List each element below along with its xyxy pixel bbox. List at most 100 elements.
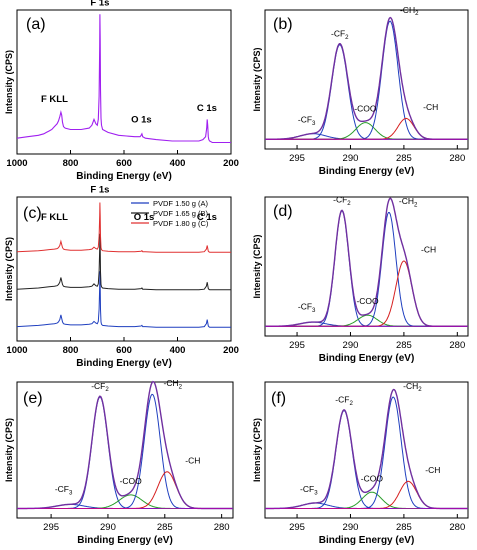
x-tick-label: 285: [396, 153, 412, 164]
x-tick-label: 1000: [6, 345, 27, 356]
peak-label: -COO: [120, 476, 143, 486]
peak-label: -CH2: [400, 5, 419, 17]
x-tick-label: 290: [343, 340, 359, 351]
panel-label: (e): [23, 390, 43, 407]
x-axis-label: Binding Energy (eV): [77, 535, 173, 546]
x-tick-label: 200: [223, 345, 239, 356]
peak-label: -CF2: [331, 28, 349, 40]
panel-label: (d): [273, 203, 293, 220]
x-tick-label: 290: [343, 522, 359, 533]
peak-label: F KLL: [41, 212, 68, 223]
x-tick-label: 295: [289, 153, 305, 164]
peak-label: -CF2: [333, 195, 351, 207]
plot-frame: [264, 9, 469, 150]
legend: PVDF 1.50 g (A)PVDF 1.65 g (B)PVDF 1.80 …: [131, 199, 209, 228]
x-tick-label: 295: [43, 522, 59, 533]
x-tick-label: 800: [63, 345, 79, 356]
peak-label: -COO: [356, 296, 379, 306]
panel-label: (c): [23, 205, 42, 222]
y-axis-label: Intensity (CPS): [252, 47, 262, 111]
legend-label: PVDF 1.65 g (B): [153, 209, 209, 218]
component-peak: [265, 212, 468, 327]
x-tick-label: 400: [170, 345, 186, 356]
x-tick-label: 200: [223, 158, 239, 169]
x-tick-label: 400: [170, 158, 186, 169]
peak-label: O 1s: [131, 114, 152, 125]
x-tick-label: 280: [449, 522, 465, 533]
peak-label: -CH: [185, 456, 200, 466]
x-tick-label: 280: [449, 153, 465, 164]
x-tick-label: 600: [116, 345, 132, 356]
x-tick-label: 295: [289, 522, 305, 533]
x-tick-label: 285: [157, 522, 173, 533]
component-peak: [265, 260, 468, 327]
x-tick-label: 285: [396, 340, 412, 351]
component-peak: [17, 393, 233, 509]
peak-label: -CH: [425, 465, 440, 475]
peak-label: -COO: [354, 103, 377, 113]
x-tick-label: 295: [289, 340, 305, 351]
chart-panel-2: 295 290 285 280 Binding Energy (eV) Intensity…: [252, 5, 469, 177]
panel-label: (b): [273, 16, 293, 33]
envelope-line: [17, 380, 233, 510]
plot-frame: [264, 381, 469, 519]
y-axis-label: Intensity (CPS): [4, 50, 14, 114]
y-axis-label: Intensity (CPS): [4, 418, 14, 482]
x-axis-label: Binding Energy (eV): [319, 535, 415, 546]
chart-panel-4: 295 290 285 280 Binding Energy (eV) Intensity…: [252, 195, 469, 364]
x-tick-label: 290: [343, 153, 359, 164]
peak-label: C 1s: [197, 103, 217, 114]
x-tick-label: 290: [100, 522, 116, 533]
peak-label: -CH2: [403, 381, 422, 393]
x-axis-label: Binding Energy (eV): [319, 353, 415, 364]
peak-label: -CF3: [55, 484, 73, 496]
x-tick-label: 285: [396, 522, 412, 533]
component-peak: [265, 117, 468, 140]
series-line: [16, 233, 231, 291]
envelope-line: [265, 197, 468, 327]
y-axis-label: Intensity (CPS): [4, 237, 14, 301]
component-peak: [17, 494, 233, 509]
peak-label: O 1s: [134, 212, 155, 223]
envelope-line: [265, 388, 468, 510]
peak-label: F 1s: [90, 185, 109, 196]
component-peak: [265, 20, 468, 140]
legend-label: PVDF 1.50 g (A): [153, 199, 209, 208]
chart-panel-1: 1000 800 600 400 200 Binding Energy (eV) Inten…: [4, 0, 239, 182]
peak-label: -CF3: [298, 115, 316, 127]
plot-frame: [16, 9, 232, 155]
envelope-line: [265, 16, 468, 141]
peak-label: -CH: [423, 102, 438, 112]
peak-label: C 1s: [197, 212, 217, 223]
x-tick-label: 280: [214, 522, 230, 533]
x-tick-label: 1000: [6, 158, 27, 169]
chart-panel-5: 295 290 285 280 Binding Energy (eV) Intensity…: [4, 378, 234, 546]
peak-label: -CH2: [163, 378, 182, 390]
component-peak: [265, 210, 468, 327]
chart-panel-6: 295 290 285 280 Binding Energy (eV) Intensity…: [252, 381, 469, 546]
peak-label: -CH2: [399, 196, 418, 208]
x-tick-label: 800: [63, 158, 79, 169]
peak-label: -CH: [421, 245, 436, 255]
peak-label: -CF3: [300, 484, 318, 496]
x-axis-label: Binding Energy (eV): [76, 171, 172, 182]
component-peak: [265, 410, 468, 509]
peak-label: F 1s: [90, 0, 109, 9]
panel-label: (f): [271, 390, 286, 407]
x-axis-label: Binding Energy (eV): [76, 358, 172, 369]
x-axis-label: Binding Energy (eV): [319, 166, 415, 177]
y-axis-label: Intensity (CPS): [252, 418, 262, 482]
peak-label: -CF2: [335, 394, 353, 406]
component-peak: [17, 396, 233, 509]
series-line: [16, 14, 231, 144]
peak-label: F KLL: [41, 94, 68, 105]
series-line: [16, 202, 231, 253]
peak-label: -CF3: [298, 302, 316, 314]
peak-label: -COO: [361, 473, 384, 483]
plot-frame: [264, 196, 469, 337]
x-tick-label: 280: [449, 340, 465, 351]
chart-panel-3: 1000 800 600 400 200 Binding Energy (eV) Inten…: [4, 185, 239, 369]
peak-label: -CF2: [91, 381, 109, 393]
legend-label: PVDF 1.80 g (C): [153, 219, 209, 228]
